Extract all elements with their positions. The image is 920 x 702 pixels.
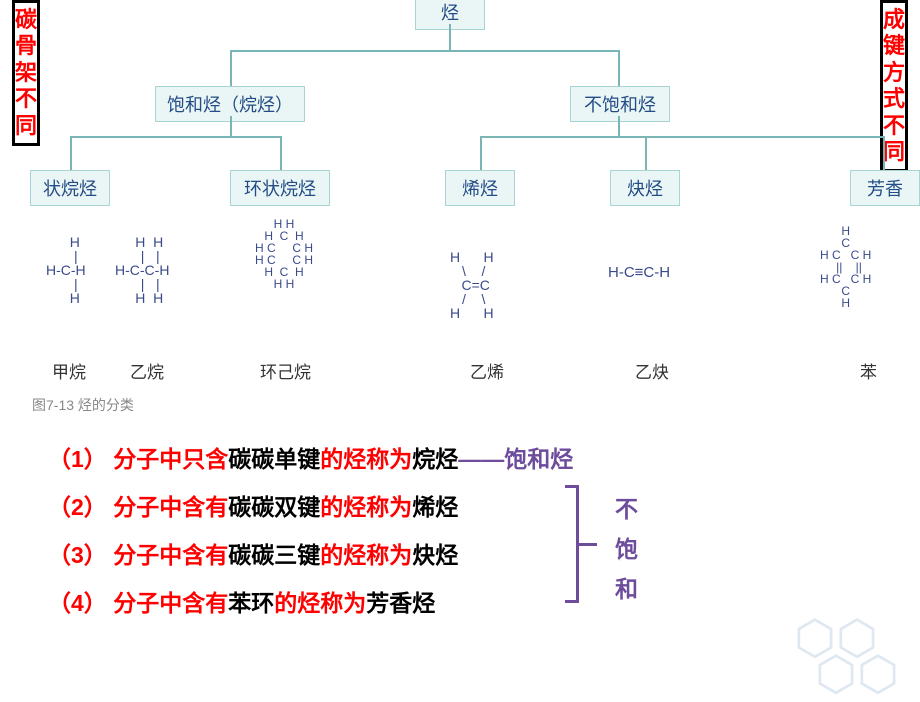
tree-line xyxy=(883,136,885,170)
bracket xyxy=(565,485,579,603)
def-1: （1） 分子中只含碳碳单键的烃称为烷烃——饱和烃 xyxy=(48,440,828,474)
tree-line xyxy=(230,50,232,86)
tree-line xyxy=(70,136,282,138)
tree-line xyxy=(645,136,647,170)
bracket-label-2: 和 xyxy=(615,570,638,604)
mol-cyclohexane: H H H C H H C C H H C C H H C H H H xyxy=(255,218,313,290)
mol-ethyne: H-C≡C-H xyxy=(608,265,670,280)
tree-l2-1: 不饱和烃 xyxy=(570,86,670,122)
tree-line xyxy=(480,136,885,138)
mol-label-1: 乙烷 xyxy=(130,358,164,383)
tree-l3-3: 炔烃 xyxy=(610,170,680,206)
bracket-label-0: 不 xyxy=(615,490,638,524)
figure-caption: 图7-13 烃的分类 xyxy=(32,395,134,415)
tree-l3-4: 芳香 xyxy=(850,170,920,206)
tree-line xyxy=(618,116,620,136)
tree-line xyxy=(230,116,232,136)
bracket-label-1: 饱 xyxy=(615,530,638,564)
tree-l3-2: 烯烃 xyxy=(445,170,515,206)
def-4: （4） 分子中含有苯环的烃称为芳香烃 xyxy=(48,584,828,618)
mol-label-2: 环己烷 xyxy=(260,358,311,383)
mol-label-5: 苯 xyxy=(860,358,877,383)
tree-l3-0: 状烷烃 xyxy=(30,170,110,206)
classification-tree: 烃 饱和烃（烷烃） 不饱和烃 状烷烃 环状烷烃 烯烃 炔烃 芳香 xyxy=(0,0,920,420)
tree-line xyxy=(480,136,482,170)
mol-ethane: H H | | H-C-C-H | | H H xyxy=(115,235,169,305)
tree-line xyxy=(618,50,620,86)
tree-l3-1: 环状烷烃 xyxy=(230,170,330,206)
mol-label-4: 乙炔 xyxy=(635,358,669,383)
hexagon-decoration xyxy=(740,590,920,690)
bracket-tip xyxy=(579,543,597,546)
tree-line xyxy=(70,136,72,170)
tree-line xyxy=(230,50,620,52)
def-2: （2） 分子中含有碳碳双键的烃称为烯烃 xyxy=(48,488,828,522)
mol-benzene: H C H C C H || || H C C H C H xyxy=(820,225,871,309)
tree-line xyxy=(449,24,451,50)
mol-label-3: 乙烯 xyxy=(470,358,504,383)
mol-label-0: 甲烷 xyxy=(52,358,86,383)
tree-line xyxy=(280,136,282,170)
mol-ethene: H H \ / C=C / \ H H xyxy=(450,250,494,320)
definitions: （1） 分子中只含碳碳单键的烃称为烷烃——饱和烃 （2） 分子中含有碳碳双键的烃… xyxy=(48,440,828,632)
def-3: （3） 分子中含有碳碳三键的烃称为炔烃 xyxy=(48,536,828,570)
mol-methane: H | H-C-H | H xyxy=(46,235,86,305)
